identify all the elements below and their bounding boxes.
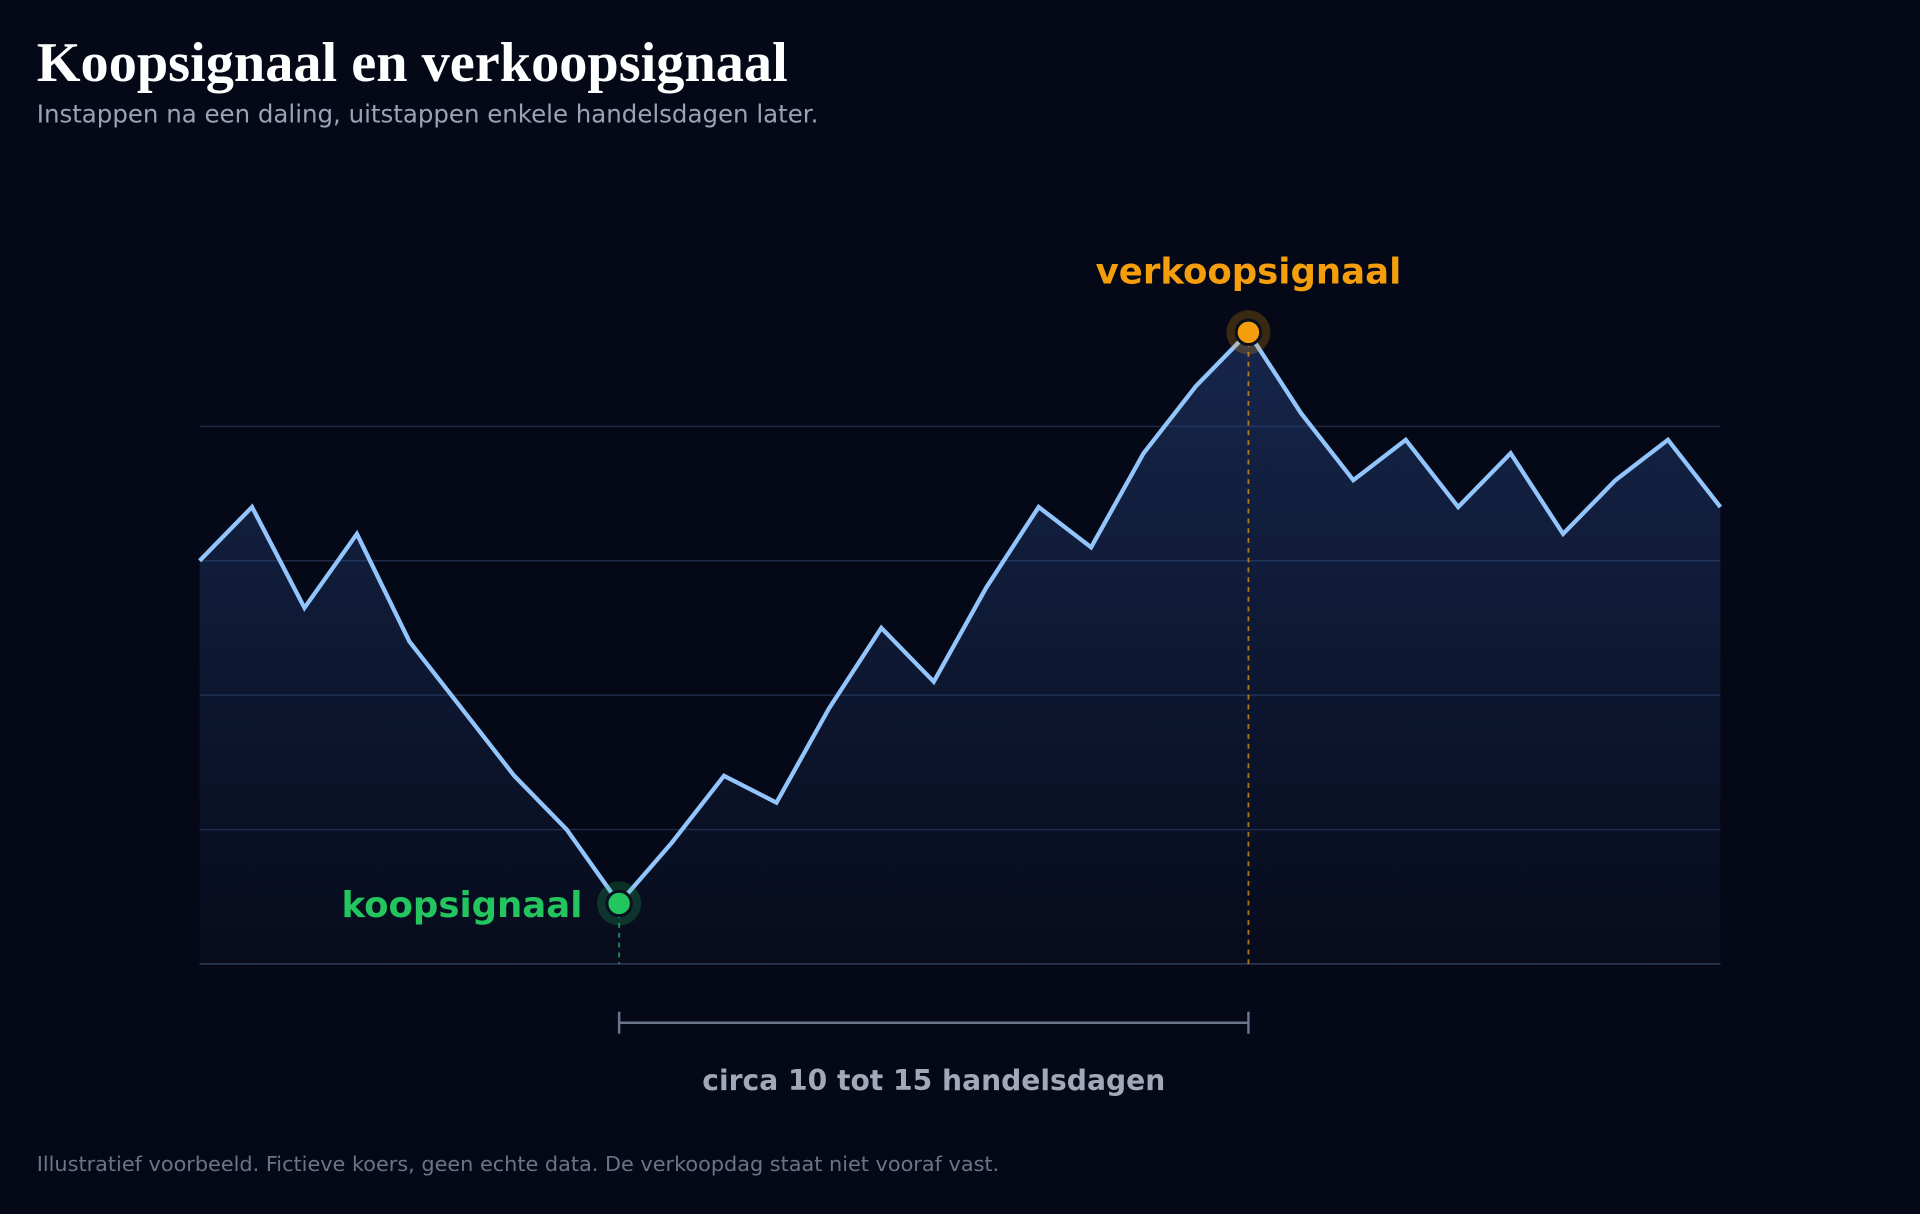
signal-marker	[605, 889, 633, 918]
price-line	[198, 328, 1723, 907]
span-label: circa 10 tot 15 handelsdagen	[702, 1064, 1165, 1097]
signal-marker	[1234, 318, 1263, 347]
chart-subtitle: Instappen na een daling, uitstappen enke…	[37, 100, 819, 129]
chart-title: Koopsignaal en verkoopsignaal	[37, 32, 788, 94]
signal-label: verkoopsignaal	[1096, 251, 1402, 292]
footnote: Illustratief voorbeeld. Fictieve koers, …	[37, 1152, 999, 1176]
area	[199, 332, 1721, 964]
signal-label: koopsignaal	[341, 885, 582, 926]
